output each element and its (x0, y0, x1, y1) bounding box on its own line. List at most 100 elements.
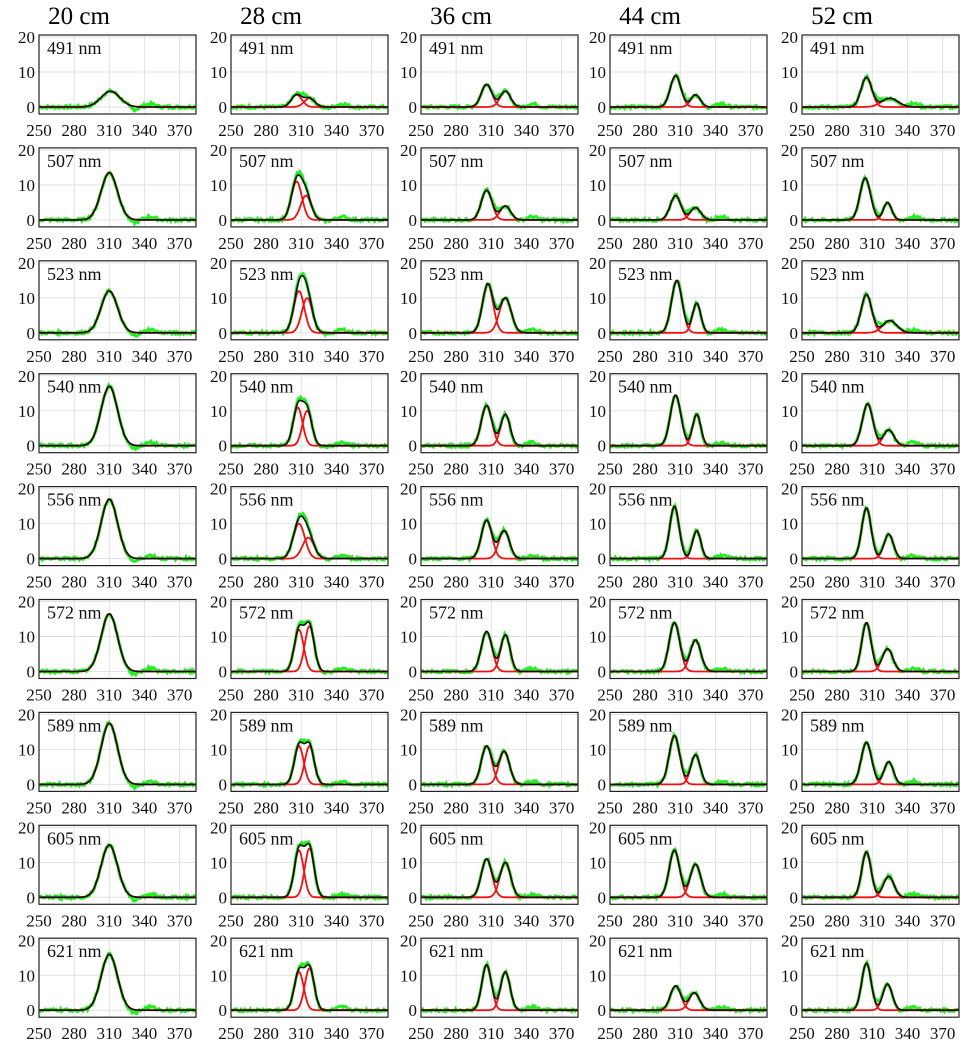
panel-572nm-28cm: 250 280 310 340 370 0 10 20 572 nm (210, 593, 389, 705)
y-tick-label: 10 (18, 628, 35, 647)
wavelength-label: 507 nm (47, 151, 102, 171)
plot-frame (230, 260, 389, 341)
y-tick-label: 20 (400, 593, 417, 612)
fit-sum-line (802, 403, 959, 447)
x-tick-label: 370 (930, 234, 956, 253)
y-tick-label: 0 (598, 211, 607, 230)
panel-572nm-36cm: 250 280 310 340 370 0 10 20 572 nm (400, 593, 579, 705)
y-tick-label: 10 (18, 176, 35, 195)
x-tick-label: 310 (479, 911, 505, 930)
plot-frame (801, 373, 960, 454)
gaussian-component-line (610, 413, 767, 447)
fit-sum-line (231, 963, 388, 1012)
measured-data-line (802, 958, 959, 1015)
x-tick-label: 250 (26, 1024, 52, 1043)
x-tick-label: 370 (930, 911, 956, 930)
x-tick-label: 280 (443, 460, 469, 479)
x-tick-label: 310 (97, 798, 123, 817)
x-tick-label: 250 (408, 460, 434, 479)
panel-523nm-20cm: 250 280 310 340 370 0 10 20 523 nm (18, 254, 197, 366)
x-tick-label: 250 (408, 798, 434, 817)
panel-491nm-20cm: 250 280 310 340 370 0 10 20 491 nm (18, 28, 197, 140)
y-tick-label: 10 (781, 628, 798, 647)
x-tick-label: 280 (253, 347, 279, 366)
x-tick-label: 340 (514, 573, 540, 592)
x-tick-label: 250 (408, 121, 434, 140)
y-tick-label: 0 (219, 437, 228, 456)
panel-540nm-44cm: 250 280 310 340 370 0 10 20 540 nm (589, 367, 768, 479)
y-tick-label: 20 (210, 593, 227, 612)
plot-frame (38, 147, 197, 228)
x-tick-label: 280 (632, 460, 658, 479)
plot-frame (420, 373, 579, 454)
y-tick-label: 0 (219, 550, 228, 569)
y-tick-label: 10 (18, 740, 35, 759)
gaussian-component-line (610, 279, 767, 334)
x-tick-label: 370 (930, 573, 956, 592)
x-tick-label: 280 (443, 686, 469, 705)
y-tick-label: 10 (18, 966, 35, 985)
x-tick-label: 310 (479, 573, 505, 592)
fit-sum-line (802, 851, 959, 899)
x-tick-label: 370 (359, 911, 385, 930)
measured-data-line (610, 192, 768, 225)
x-tick-label: 280 (632, 121, 658, 140)
x-tick-label: 280 (824, 573, 850, 592)
wavelength-label: 621 nm (239, 941, 294, 961)
y-tick-label: 20 (589, 254, 606, 273)
y-tick-label: 0 (598, 775, 607, 794)
panel-556nm-28cm: 250 280 310 340 370 0 10 20 556 nm (210, 480, 389, 592)
y-tick-label: 0 (27, 663, 36, 682)
plot-frame (609, 937, 768, 1018)
gaussian-component-line (231, 849, 388, 899)
x-tick-label: 310 (668, 911, 694, 930)
x-tick-label: 340 (514, 686, 540, 705)
y-tick-label: 20 (210, 480, 227, 499)
wavelength-label: 540 nm (429, 377, 484, 397)
x-tick-label: 340 (324, 686, 350, 705)
x-tick-label: 340 (703, 1024, 729, 1043)
y-tick-label: 0 (598, 663, 607, 682)
wavelength-label: 523 nm (810, 264, 865, 284)
y-tick-label: 0 (790, 1001, 799, 1020)
panel-507nm-20cm: 250 280 310 340 370 0 10 20 507 nm (18, 141, 197, 253)
gaussian-component-line (610, 849, 767, 899)
x-tick-label: 310 (668, 347, 694, 366)
x-tick-label: 370 (549, 460, 575, 479)
plot-frame (420, 937, 579, 1018)
panel-556nm-36cm: 250 280 310 340 370 0 10 20 556 nm (400, 480, 579, 592)
gaussian-component-line (421, 861, 578, 899)
wavelength-label: 572 nm (810, 603, 865, 623)
x-tick-label: 310 (289, 121, 315, 140)
x-tick-label: 370 (549, 347, 575, 366)
x-tick-label: 280 (443, 573, 469, 592)
x-tick-label: 250 (597, 911, 623, 930)
x-tick-label: 280 (61, 121, 87, 140)
y-tick-label: 0 (409, 1001, 418, 1020)
y-tick-label: 0 (27, 550, 36, 569)
plot-frame (420, 34, 579, 115)
x-tick-label: 250 (789, 1024, 815, 1043)
wavelength-label: 556 nm (810, 490, 865, 510)
y-tick-label: 0 (27, 1001, 36, 1020)
x-tick-label: 250 (408, 686, 434, 705)
y-tick-label: 20 (781, 818, 798, 837)
y-tick-label: 10 (210, 515, 227, 534)
x-tick-label: 340 (514, 121, 540, 140)
y-tick-label: 20 (210, 818, 227, 837)
fit-sum-line (802, 507, 959, 560)
fit-sum-line (421, 189, 578, 221)
x-tick-label: 340 (703, 573, 729, 592)
x-tick-label: 280 (443, 911, 469, 930)
measured-data-line (609, 846, 768, 902)
x-tick-label: 250 (218, 573, 244, 592)
x-tick-label: 310 (668, 121, 694, 140)
plot-frame (230, 598, 389, 680)
x-tick-label: 370 (738, 460, 764, 479)
x-tick-label: 370 (167, 686, 193, 705)
x-tick-label: 370 (738, 573, 764, 592)
x-tick-label: 280 (632, 686, 658, 705)
y-tick-label: 10 (589, 402, 606, 421)
x-tick-label: 310 (860, 1024, 886, 1043)
x-tick-label: 280 (443, 121, 469, 140)
